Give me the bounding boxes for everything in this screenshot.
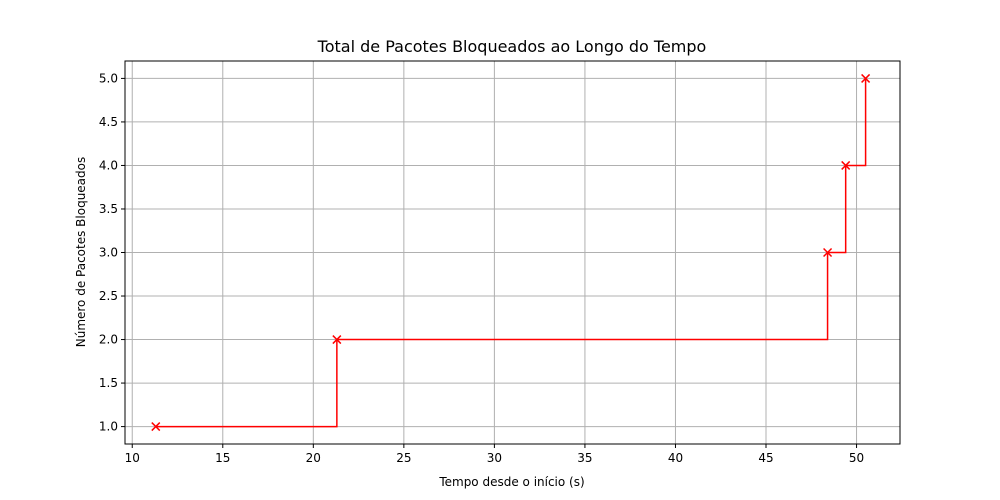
y-axis-label: Número de Pacotes Bloqueados [74, 157, 88, 348]
data-point-marker [151, 422, 161, 432]
y-tick-label: 1.5 [99, 376, 118, 390]
y-tick-label: 5.0 [99, 71, 118, 85]
grid [125, 61, 900, 444]
series-layer [151, 73, 871, 432]
x-tick-label: 20 [306, 451, 321, 465]
x-tick-label: 30 [487, 451, 502, 465]
x-tick-label: 10 [125, 451, 140, 465]
data-point-marker [841, 160, 851, 170]
chart-title: Total de Pacotes Bloqueados ao Longo do … [317, 37, 707, 56]
y-tick-label: 2.5 [99, 289, 118, 303]
x-axis-label: Tempo desde o início (s) [438, 475, 584, 489]
data-point-marker [332, 335, 342, 345]
x-axis-ticks: 10 15 20 25 30 35 40 45 50 [125, 444, 864, 465]
x-tick-label: 25 [396, 451, 411, 465]
x-tick-label: 45 [758, 451, 773, 465]
x-tick-label: 35 [577, 451, 592, 465]
x-tick-label: 15 [215, 451, 230, 465]
y-axis-ticks: 1.0 1.5 2.0 2.5 3.0 3.5 4.0 4.5 5.0 [99, 71, 125, 434]
y-tick-label: 3.5 [99, 202, 118, 216]
y-tick-label: 4.0 [99, 158, 118, 172]
y-tick-label: 1.0 [99, 420, 118, 434]
data-point-marker [861, 73, 871, 83]
x-tick-label: 40 [668, 451, 683, 465]
data-point-marker [823, 247, 833, 258]
x-tick-label: 50 [849, 451, 864, 465]
y-tick-label: 3.0 [99, 246, 118, 260]
y-tick-label: 2.0 [99, 333, 118, 347]
y-tick-label: 4.5 [99, 115, 118, 129]
